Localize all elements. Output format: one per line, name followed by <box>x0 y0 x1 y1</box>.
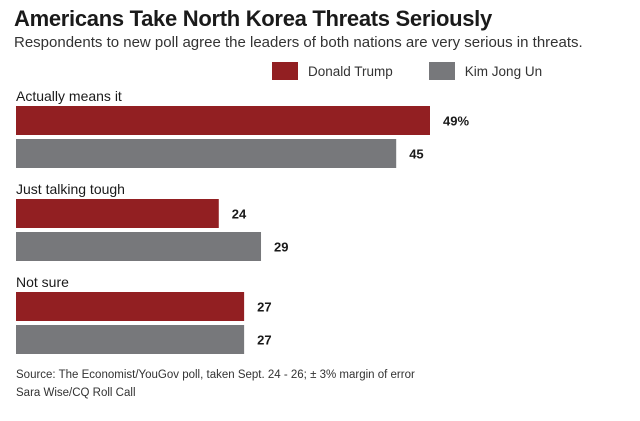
legend-swatch-trump <box>272 62 298 80</box>
value-label-just-talking-tough-donald-trump: 24 <box>232 207 247 222</box>
legend-item-kim: Kim Jong Un <box>428 62 543 80</box>
value-label-actually-means-it-kim-jong-un: 45 <box>409 147 423 162</box>
bar-just-talking-tough-kim-jong-un <box>16 232 262 261</box>
bar-not-sure-kim-jong-un <box>16 325 245 354</box>
bar-actually-means-it-kim-jong-un <box>16 139 397 168</box>
source-note: Source: The Economist/YouGov poll, taken… <box>16 369 415 381</box>
legend: Donald Trump Kim Jong Un <box>272 62 578 80</box>
chart-title: Americans Take North Korea Threats Serio… <box>14 6 492 31</box>
value-label-actually-means-it-donald-trump: 49% <box>443 114 469 129</box>
value-label-not-sure-kim-jong-un: 27 <box>257 333 271 348</box>
bar-just-talking-tough-donald-trump <box>16 199 219 228</box>
legend-swatch-kim <box>428 62 455 80</box>
value-label-just-talking-tough-kim-jong-un: 29 <box>274 240 288 255</box>
legend-label-kim: Kim Jong Un <box>464 63 543 79</box>
value-label-not-sure-donald-trump: 27 <box>257 300 271 315</box>
category-label-not-sure: Not sure <box>16 274 69 290</box>
bar-actually-means-it-donald-trump <box>16 106 430 135</box>
category-label-actually-means-it: Actually means it <box>16 88 122 104</box>
legend-item-trump: Donald Trump <box>272 62 393 80</box>
bar-not-sure-donald-trump <box>16 292 245 321</box>
legend-label-trump: Donald Trump <box>308 63 393 79</box>
chart-subtitle: Respondents to new poll agree the leader… <box>14 34 583 51</box>
credit-note: Sara Wise/CQ Roll Call <box>16 387 136 399</box>
category-label-just-talking-tough: Just talking tough <box>16 181 125 197</box>
